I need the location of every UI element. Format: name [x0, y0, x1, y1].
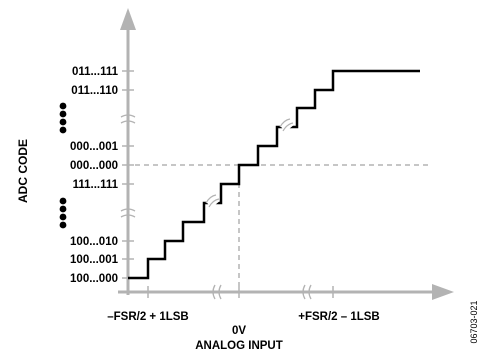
code-label: 011...110 [71, 85, 118, 97]
y-axis-title: ADC CODE [16, 139, 30, 203]
code-ellipsis-dots-upper [59, 102, 67, 134]
y-ticks [122, 70, 134, 279]
x-axis-arrow-icon [432, 284, 454, 300]
code-label: 000...001 [70, 141, 119, 153]
axes [118, 8, 454, 300]
x-tick-label-left: –FSR/2 + 1LSB [107, 311, 189, 323]
code-label: 000...000 [70, 160, 118, 172]
code-ellipsis-dots-lower [59, 197, 67, 229]
figure-id: 06703-021 [469, 300, 479, 343]
y-axis-arrow-icon [120, 8, 136, 30]
y-axis-break-icon [120, 114, 136, 124]
code-label: 100...000 [70, 273, 118, 285]
staircase-break-icon [205, 118, 294, 208]
zero-reference-lines [135, 164, 428, 286]
x-axis-break-icon [212, 284, 222, 300]
code-labels: 011...111 011...110 000...001 000...000 … [70, 66, 119, 285]
x-axis-break-icon [302, 284, 312, 300]
staircase-gaps [204, 117, 294, 209]
code-label: 100...010 [70, 236, 118, 248]
x-tick-label-center: 0V [232, 325, 246, 337]
y-axis-break-icon [120, 208, 136, 218]
code-label: 111...111 [73, 179, 119, 191]
x-tick-label-right: +FSR/2 – 1LSB [298, 311, 380, 323]
transfer-function-staircase [128, 69, 420, 280]
code-label: 100...001 [70, 254, 119, 266]
code-label: 011...111 [72, 66, 119, 78]
x-axis-title: ANALOG INPUT [195, 340, 283, 352]
